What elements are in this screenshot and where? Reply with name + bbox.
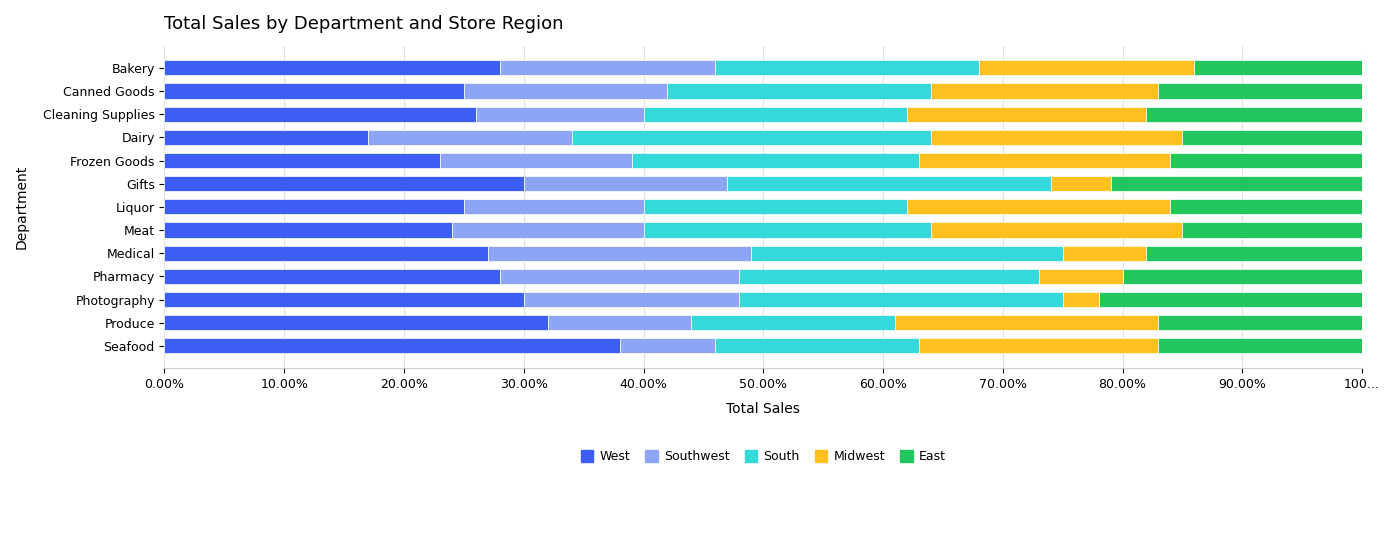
Bar [368, 130, 572, 145]
Bar [896, 315, 1158, 330]
Bar [1183, 130, 1362, 145]
Y-axis label: Department: Department [15, 165, 29, 249]
Bar [499, 60, 716, 75]
Bar [165, 83, 465, 98]
Bar [165, 338, 619, 354]
Bar [667, 83, 930, 98]
Bar [907, 200, 1170, 215]
Bar [165, 200, 465, 215]
Bar [979, 60, 1194, 75]
Bar [165, 60, 499, 75]
Bar [752, 246, 1063, 261]
Bar [1063, 292, 1099, 307]
Bar [930, 83, 1158, 98]
Bar [1170, 200, 1362, 215]
Bar [692, 315, 896, 330]
Bar [523, 292, 739, 307]
Bar [165, 106, 476, 121]
Text: Total Sales by Department and Store Region: Total Sales by Department and Store Regi… [165, 15, 564, 33]
Bar [1158, 338, 1362, 354]
Bar [165, 246, 488, 261]
Bar [465, 200, 643, 215]
Bar [1158, 83, 1362, 98]
Bar [165, 176, 523, 191]
Bar [919, 153, 1170, 168]
Bar [165, 153, 439, 168]
Bar [165, 223, 452, 238]
Bar [643, 223, 930, 238]
Bar [1194, 60, 1362, 75]
Bar [488, 246, 752, 261]
Bar [548, 315, 692, 330]
Bar [572, 130, 930, 145]
Bar [523, 176, 727, 191]
Bar [1147, 106, 1362, 121]
Bar [476, 106, 643, 121]
Bar [739, 269, 1039, 284]
Bar [1063, 246, 1147, 261]
Bar [1170, 153, 1362, 168]
Bar [930, 223, 1183, 238]
Bar [1158, 315, 1362, 330]
Bar [643, 200, 907, 215]
Bar [1147, 246, 1362, 261]
Bar [1099, 292, 1362, 307]
Bar [739, 292, 1063, 307]
X-axis label: Total Sales: Total Sales [727, 402, 801, 416]
Bar [619, 338, 716, 354]
Bar [907, 106, 1147, 121]
Bar [452, 223, 643, 238]
Bar [643, 106, 907, 121]
Bar [1039, 269, 1123, 284]
Bar [1123, 269, 1362, 284]
Legend: West, Southwest, South, Midwest, East: West, Southwest, South, Midwest, East [576, 445, 951, 468]
Bar [1110, 176, 1362, 191]
Bar [165, 292, 523, 307]
Bar [1183, 223, 1362, 238]
Bar [165, 269, 499, 284]
Bar [716, 60, 979, 75]
Bar [919, 338, 1158, 354]
Bar [716, 338, 919, 354]
Bar [727, 176, 1050, 191]
Bar [165, 315, 548, 330]
Bar [632, 153, 919, 168]
Bar [930, 130, 1183, 145]
Bar [465, 83, 667, 98]
Bar [439, 153, 632, 168]
Bar [165, 130, 368, 145]
Bar [499, 269, 739, 284]
Bar [1050, 176, 1110, 191]
